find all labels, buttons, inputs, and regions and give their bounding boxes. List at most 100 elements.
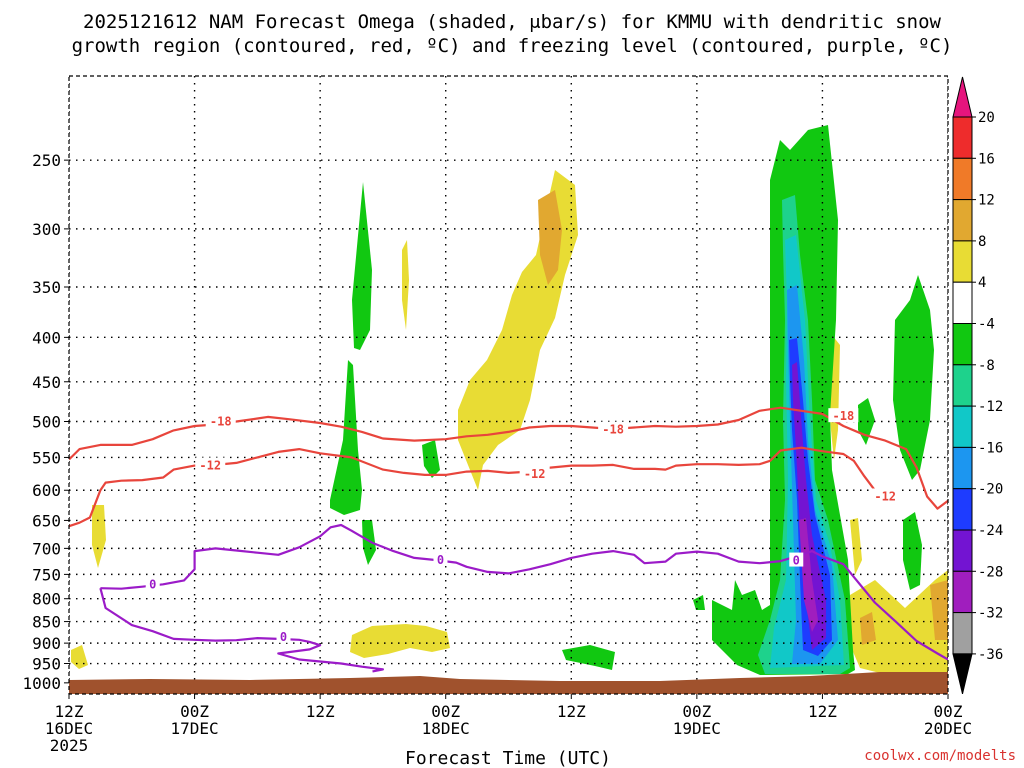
y-tick-label: 650 (32, 511, 61, 530)
contour-label: 0 (793, 554, 800, 568)
contour-line (100, 523, 948, 661)
colorbar-tick-label: 12 (978, 193, 995, 209)
contour-label-bg (276, 628, 291, 643)
contour-label: -12 (199, 459, 221, 473)
colorbar-band (952, 281, 973, 325)
x-tick-label: 12Z (557, 702, 586, 721)
colorbar-band (952, 488, 973, 531)
colorbar-tick-label: -20 (978, 482, 1003, 498)
omega-fill-positive-3 (92, 505, 106, 568)
contour-line (99, 587, 384, 673)
colorbar-tick-label: -28 (978, 564, 1003, 580)
colorbar-tick-label: 20 (978, 110, 995, 126)
y-tick-label: 800 (32, 590, 61, 609)
x-tick-label: 16DEC (45, 719, 93, 738)
title-line-1: 2025121612 NAM Forecast Omega (shaded, μ… (83, 11, 941, 33)
title-line-2: growth region (contoured, red, ºC) and f… (72, 35, 953, 57)
omega-fill-negative-4 (422, 440, 440, 478)
omega-fill-positive-11 (850, 518, 862, 575)
x-tick-label: 00Z (682, 702, 711, 721)
colorbar-tick-label: -4 (978, 317, 995, 333)
colorbar-bottom-arrow (952, 653, 973, 695)
contour-label-bg (828, 408, 859, 423)
colorbar-band (952, 570, 973, 614)
y-tick-label: 700 (32, 539, 61, 558)
contour-label: -12 (874, 489, 896, 503)
omega-fill-positive-6 (402, 240, 409, 330)
contour-label-bg (789, 552, 804, 567)
y-tick-label: 1000 (22, 674, 61, 693)
contour-label: -12 (524, 467, 546, 481)
x-tick-label: 2025 (50, 736, 89, 755)
omega-fill-positive-8 (930, 580, 948, 640)
colorbar-tick-label: -36 (978, 647, 1003, 663)
y-tick-label: 950 (32, 655, 61, 674)
colorbar-band (952, 446, 973, 490)
y-axis: 250 300 350 400 450 500 550 600 650 700 750 800 850 9… (22, 151, 69, 693)
contour-label-bg (205, 413, 236, 428)
colorbar-tick-label: 8 (978, 234, 986, 250)
credit-text: coolwx.com/modelts (864, 748, 1016, 764)
x-axis-label: Forecast Time (UTC) (405, 748, 611, 768)
omega-fill-negative-6 (693, 595, 705, 610)
x-tick-label: 00Z (431, 702, 460, 721)
y-tick-label: 850 (32, 613, 61, 632)
y-tick-label: 600 (32, 481, 61, 500)
contour-line (69, 446, 876, 528)
contour-label-bg (598, 421, 629, 436)
colorbar-tick-label: 16 (978, 151, 995, 167)
grid-lines (69, 76, 948, 694)
omega-fill-negative-5 (562, 645, 615, 670)
temperature-contours: -18 -18 -18 -12 -12 -12 0 0 0 0 (69, 406, 948, 673)
omega-fill-positive-1 (458, 170, 578, 490)
y-tick-label: 300 (32, 220, 61, 239)
x-tick-label: 00Z (934, 702, 963, 721)
contour-label: -18 (210, 414, 232, 428)
colorbar-band (952, 529, 973, 572)
omega-fill-positive-5 (350, 624, 450, 658)
omega-fill-positive-2 (538, 190, 562, 285)
contour-label-bg (145, 576, 160, 591)
y-tick-label: 400 (32, 328, 61, 347)
omega-fill-negative-8 (893, 275, 934, 480)
y-tick-label: 550 (32, 448, 61, 467)
omega-fills (71, 125, 948, 678)
contour-label-bg (519, 466, 550, 481)
contour-label: 0 (149, 577, 156, 591)
y-tick-label: 250 (32, 151, 61, 170)
omega-fill-positive-9 (860, 612, 876, 645)
colorbar-band (952, 199, 973, 242)
contour-label: 0 (280, 630, 287, 644)
plot-frame (68, 75, 949, 695)
colorbar-band (952, 240, 973, 283)
omega-fill-negative-3 (362, 520, 376, 565)
omega-fill-negative-1 (352, 182, 372, 350)
x-tick-label: 00Z (180, 702, 209, 721)
colorbar-tick-label: -12 (978, 399, 1003, 415)
colorbar-band (952, 364, 973, 407)
x-tick-label: 17DEC (170, 719, 218, 738)
omega-fill-positive-4 (71, 645, 88, 669)
colorbar-top-arrow (952, 76, 973, 118)
colorbar-tick-label: -24 (978, 523, 1003, 539)
colorbar-band (952, 405, 973, 448)
y-tick-label: 450 (32, 373, 61, 392)
x-tick-label: 20DEC (924, 719, 972, 738)
y-tick-label: 350 (32, 278, 61, 297)
y-tick-label: 500 (32, 412, 61, 431)
x-tick-label: 12Z (808, 702, 837, 721)
y-tick-label: 900 (32, 634, 61, 653)
x-tick-label: 19DEC (673, 719, 721, 738)
contour-label-bg (870, 488, 901, 503)
omega-fill-negative-2 (330, 360, 362, 515)
colorbar-tick-label: -16 (978, 440, 1003, 456)
y-tick-label: 750 (32, 565, 61, 584)
omega-fill-negative-core-5 (792, 362, 826, 650)
colorbar-band (952, 323, 973, 366)
contour-label-bg (433, 552, 448, 567)
x-tick-label: 18DEC (422, 719, 470, 738)
x-tick-label: 12Z (55, 702, 84, 721)
colorbar-tick-label: 4 (978, 275, 986, 291)
omega-fill-negative-core-6 (799, 518, 818, 632)
